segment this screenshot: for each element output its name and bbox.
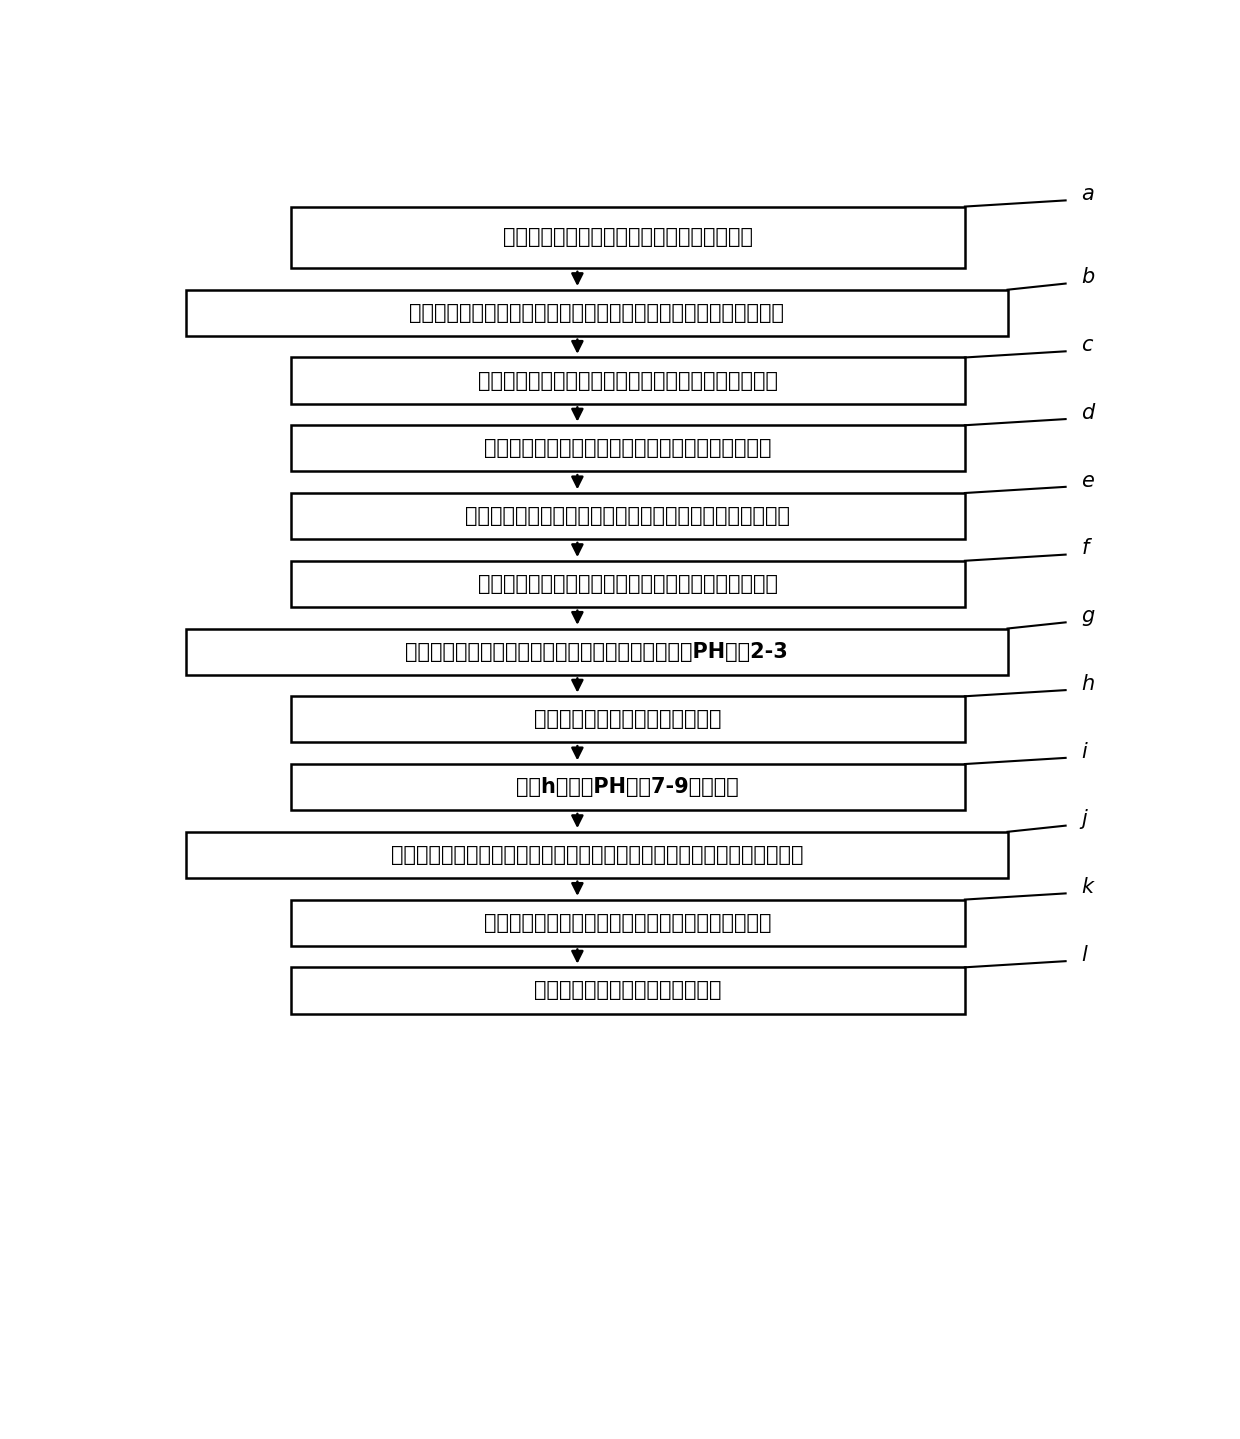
Text: 对目标土壤的边缘以及中心位置进行取样，计做边缘样品和中心样品: 对目标土壤的边缘以及中心位置进行取样，计做边缘样品和中心样品 xyxy=(409,302,784,322)
Text: 取出后加入氢氧化钠定容，静止后取定量上层清液备用: 取出后加入氢氧化钠定容，静止后取定量上层清液备用 xyxy=(477,574,777,594)
Bar xyxy=(290,207,965,268)
Text: 将新的螺吡喃纤维素试纸浸入样品土壤获得的溶液中: 将新的螺吡喃纤维素试纸浸入样品土壤获得的溶液中 xyxy=(484,912,771,932)
Bar xyxy=(290,967,965,1013)
Bar xyxy=(186,629,1007,675)
Text: 与标准苯胺的颜色比对卡进行比对: 与标准苯胺的颜色比对卡进行比对 xyxy=(534,980,722,1000)
Bar xyxy=(186,832,1007,878)
Text: 调节h中溶液PH值为7-9，并定容: 调节h中溶液PH值为7-9，并定容 xyxy=(516,777,739,797)
Bar xyxy=(290,494,965,540)
Text: f: f xyxy=(1081,538,1089,558)
Text: 取等量不同浓度苯胺标准溶液，通过加入盐酸调节其PH值为2-3: 取等量不同浓度苯胺标准溶液，通过加入盐酸调节其PH值为2-3 xyxy=(405,642,789,662)
Text: i: i xyxy=(1081,741,1087,761)
Bar xyxy=(290,561,965,607)
Text: a: a xyxy=(1081,184,1094,204)
Bar xyxy=(290,696,965,743)
Text: c: c xyxy=(1081,335,1092,355)
Text: 在剩余未取样的面积内，随机进行取样，计做随机样品: 在剩余未取样的面积内，随机进行取样，计做随机样品 xyxy=(477,371,777,390)
Text: 在上述溶液中加入氨基酸钠，静置: 在上述溶液中加入氨基酸钠，静置 xyxy=(534,709,722,730)
Text: j: j xyxy=(1081,810,1087,829)
Bar xyxy=(290,764,965,810)
Text: 划定既定目标土壤范围，并均分至等面积区域: 划定既定目标土壤范围，并均分至等面积区域 xyxy=(502,227,753,248)
Bar xyxy=(290,357,965,404)
Bar xyxy=(290,899,965,945)
Text: 将土壤样品进行风干、研磨和震荡，使其细化，干燥: 将土壤样品进行风干、研磨和震荡，使其细化，干燥 xyxy=(484,439,771,459)
Text: 取土壤样品至样品瓶中，加入盐酸，并冰浴情况下超声处理: 取土壤样品至样品瓶中，加入盐酸，并冰浴情况下超声处理 xyxy=(465,507,790,527)
Bar xyxy=(290,426,965,472)
Text: k: k xyxy=(1081,878,1094,898)
Text: 将螺吡喃纤维素试纸浸入上述溶液中，得到不同浓度标准苯胺的颜色比对卡: 将螺吡喃纤维素试纸浸入上述溶液中，得到不同浓度标准苯胺的颜色比对卡 xyxy=(391,845,804,865)
Text: h: h xyxy=(1081,673,1095,694)
Bar xyxy=(186,289,1007,335)
Text: b: b xyxy=(1081,268,1095,288)
Text: e: e xyxy=(1081,471,1094,491)
Text: l: l xyxy=(1081,945,1087,966)
Text: g: g xyxy=(1081,606,1095,626)
Text: d: d xyxy=(1081,403,1095,423)
